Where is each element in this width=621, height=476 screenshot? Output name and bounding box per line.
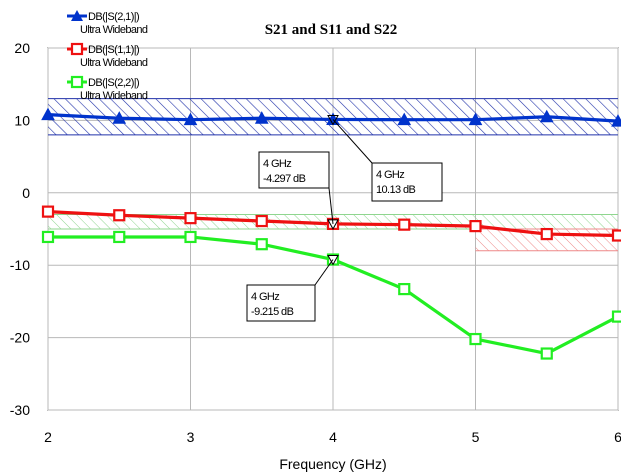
legend-marker [71,10,83,21]
data-point [469,220,482,233]
annotation-marker [327,255,339,266]
data-point [539,109,554,123]
legend-series-name: DB(|S(1,1)|) [88,44,139,56]
legend: DB(|S(2,1)|)Ultra WidebandDB(|S(1,1)|)Ul… [67,10,148,102]
legend-series-name: DB(|S(2,2)|) [88,77,139,89]
annotation-value: 10.13 dB [376,184,416,196]
data-point [41,205,55,218]
legend-marker [70,42,84,56]
legend-marker [70,75,84,89]
data-point [255,238,268,251]
annotation-value: -4.297 dB [263,173,306,185]
data-point [540,347,553,360]
data-point [41,107,55,121]
y-tick-label: 20 [14,40,30,56]
legend-series-sublabel: Ultra Wideband [80,57,148,69]
annotation-frequency: 4 GHz [251,291,279,303]
x-tick-label: 5 [472,429,480,445]
data-point [184,212,197,225]
data-point [113,209,126,222]
data-point [397,112,412,126]
x-axis-label: Frequency (GHz) [279,456,386,472]
annotation-box [371,162,443,202]
x-tick-label: 6 [614,429,621,445]
data-point [112,111,127,124]
data-point [398,218,411,231]
data-point [611,114,621,127]
data-point [254,111,269,124]
annotation-box [246,284,316,322]
y-tick-label: -30 [10,402,30,418]
annotation-frequency: 4 GHz [376,169,404,181]
x-tick-label: 4 [329,429,337,445]
x-tick-label: 3 [187,429,195,445]
data-point [113,230,126,244]
data-point [184,230,197,244]
y-tick-label: -20 [10,330,30,346]
annotation-marker [327,219,339,230]
annotation-leader [332,119,373,164]
y-tick-label: -10 [10,257,30,273]
annotation-leader [328,187,334,224]
annotation-leader [314,259,334,286]
legend-series-sublabel: Ultra Wideband [80,24,148,36]
y-tick-label: 10 [14,112,30,128]
data-point [41,230,55,244]
data-point [540,227,553,241]
data-point [398,282,411,296]
data-point [183,112,198,126]
data-point [468,112,483,126]
legend-series-name: DB(|S(2,1)|) [88,11,139,23]
annotation-marker [327,114,339,126]
chart-title: S21 and S11 and S22 [265,22,398,38]
annotation-frequency: 4 GHz [263,158,291,170]
legend-series-sublabel: Ultra Wideband [80,90,148,102]
annotation-value: -9.215 dB [251,306,294,318]
axis-ticks: 2 3 4 5 6 20 10 0 -10 -20 -30 [10,40,621,445]
annotation-box [258,151,330,189]
x-tick-label: 2 [44,429,52,445]
data-point [611,310,621,323]
marker-annotations: 4 GHz 10.13 dB 4 GHz -4.297 dB 4 GHz -9.215 d… [246,114,443,322]
data-point [255,214,268,228]
y-tick-label: 0 [22,185,30,201]
data-point [611,229,621,242]
data-point [469,332,482,346]
